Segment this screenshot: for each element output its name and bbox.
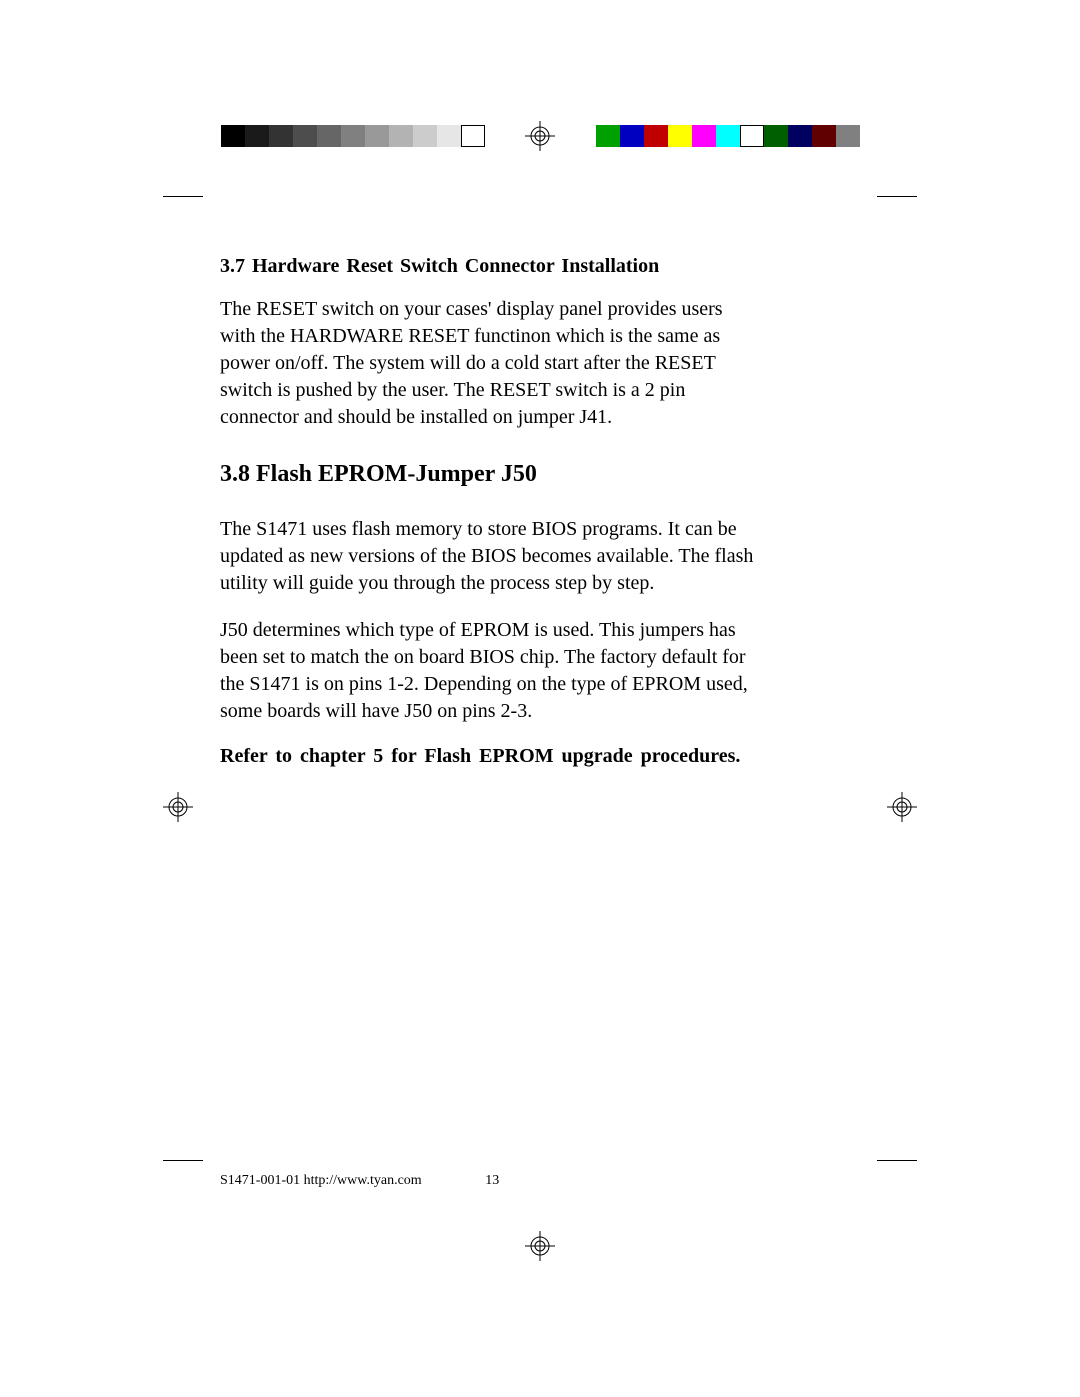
color-swatch xyxy=(764,125,788,147)
footer-doc-id: S1471-001-01 http://www.tyan.com xyxy=(220,1173,422,1188)
color-swatch xyxy=(341,125,365,147)
registration-mark-right xyxy=(887,792,917,822)
color-swatch xyxy=(365,125,389,147)
color-swatch xyxy=(788,125,812,147)
section-3-8-p2: J50 determines which type of EPROM is us… xyxy=(220,617,760,725)
section-3-7-heading: 3.7 Hardware Reset Switch Connector Inst… xyxy=(220,255,760,278)
section-3-8-reference: Refer to chapter 5 for Flash EPROM upgra… xyxy=(220,745,760,768)
section-3-7-body: The RESET switch on your cases' display … xyxy=(220,296,760,431)
color-swatch xyxy=(812,125,836,147)
crop-tick xyxy=(877,196,917,197)
color-swatch xyxy=(620,125,644,147)
crop-tick xyxy=(877,1160,917,1161)
registration-mark-top xyxy=(525,121,555,151)
color-swatch xyxy=(269,125,293,147)
registration-mark-bottom xyxy=(525,1231,555,1261)
color-swatch xyxy=(716,125,740,147)
color-swatch xyxy=(389,125,413,147)
color-swatch xyxy=(596,125,620,147)
registration-mark-left xyxy=(163,792,193,822)
footer-page-number: 13 xyxy=(485,1173,499,1188)
color-swatch xyxy=(692,125,716,147)
section-3-8-p1: The S1471 uses flash memory to store BIO… xyxy=(220,516,760,597)
color-swatch xyxy=(245,125,269,147)
color-swatch xyxy=(293,125,317,147)
section-3-8-heading: 3.8 Flash EPROM-Jumper J50 xyxy=(220,461,760,488)
color-swatch xyxy=(413,125,437,147)
color-swatch xyxy=(644,125,668,147)
color-calibration-bar xyxy=(596,125,860,147)
color-swatch xyxy=(461,125,485,147)
crop-tick xyxy=(163,1160,203,1161)
crop-tick xyxy=(163,196,203,197)
grayscale-calibration-bar xyxy=(221,125,485,147)
color-swatch xyxy=(836,125,860,147)
color-swatch xyxy=(740,125,764,147)
color-swatch xyxy=(437,125,461,147)
page-content: 3.7 Hardware Reset Switch Connector Inst… xyxy=(220,255,760,768)
page-footer: S1471-001-01 http://www.tyan.com 13 xyxy=(220,1173,499,1189)
color-swatch xyxy=(317,125,341,147)
color-swatch xyxy=(221,125,245,147)
color-swatch xyxy=(668,125,692,147)
